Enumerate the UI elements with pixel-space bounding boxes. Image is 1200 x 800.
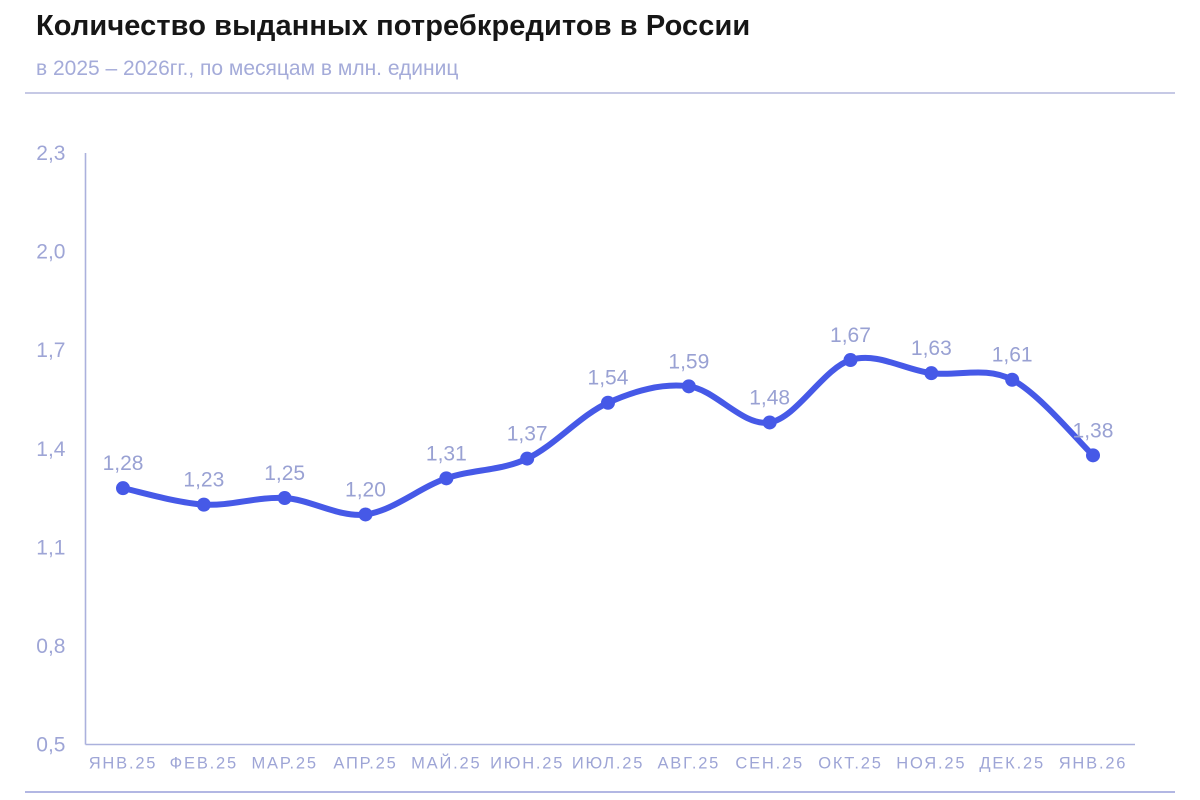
data-point [762, 415, 777, 430]
data-point-label: 1,28 [103, 452, 144, 475]
y-tick-label: 0,5 [36, 734, 65, 757]
y-tick-label: 1,4 [36, 438, 66, 461]
data-point-label: 1,31 [426, 442, 467, 465]
x-tick-label: МАР.25 [251, 755, 317, 773]
data-point-label: 1,61 [992, 344, 1033, 367]
x-tick-label: СЕН.25 [735, 755, 804, 773]
data-point-label: 1,37 [507, 423, 548, 446]
x-tick-label: АВГ.25 [657, 755, 720, 773]
x-tick-label: АПР.25 [333, 755, 397, 773]
data-point-label: 1,23 [183, 469, 224, 492]
x-tick-label: НОЯ.25 [896, 755, 966, 773]
data-point [358, 507, 373, 522]
y-tick-label: 1,7 [36, 339, 65, 362]
x-tick-label: МАЙ.25 [411, 754, 481, 773]
data-point [1005, 372, 1020, 387]
x-tick-label: ЯНВ.25 [89, 755, 158, 773]
x-tick-label: ОКТ.25 [818, 755, 882, 773]
data-point-label: 1,67 [830, 324, 871, 347]
data-point-label: 1,38 [1073, 419, 1114, 442]
header-divider [25, 92, 1175, 94]
x-tick-label: ИЮЛ.25 [572, 755, 644, 773]
data-point-label: 1,63 [911, 337, 952, 360]
data-point [439, 471, 454, 486]
footer-divider [25, 791, 1175, 793]
y-tick-label: 0,8 [36, 635, 65, 658]
data-point [277, 491, 292, 506]
page-subtitle: в 2025 – 2026гг., по месяцам в млн. един… [36, 57, 459, 80]
y-tick-label: 1,1 [36, 536, 65, 559]
data-point [116, 481, 130, 496]
data-point [1085, 448, 1100, 463]
x-tick-label: ФЕВ.25 [170, 755, 238, 773]
y-tick-label: 2,3 [36, 142, 65, 165]
data-point-label: 1,48 [749, 386, 790, 409]
data-point-label: 1,25 [264, 462, 305, 485]
data-point [843, 353, 858, 368]
page-title: Количество выданных потребкредитов в Рос… [36, 10, 751, 42]
data-point [924, 366, 939, 381]
x-tick-label: ЯНВ.26 [1059, 755, 1128, 773]
x-tick-label: ДЕК.25 [979, 755, 1045, 773]
data-point [681, 379, 696, 394]
data-point-label: 1,20 [345, 478, 386, 501]
data-point [520, 451, 535, 466]
y-tick-label: 2,0 [36, 241, 65, 264]
data-point-label: 1,54 [588, 367, 629, 390]
data-point [600, 395, 615, 410]
data-point-label: 1,59 [668, 350, 709, 373]
data-point [196, 497, 211, 512]
x-tick-label: ИЮН.25 [490, 755, 564, 773]
